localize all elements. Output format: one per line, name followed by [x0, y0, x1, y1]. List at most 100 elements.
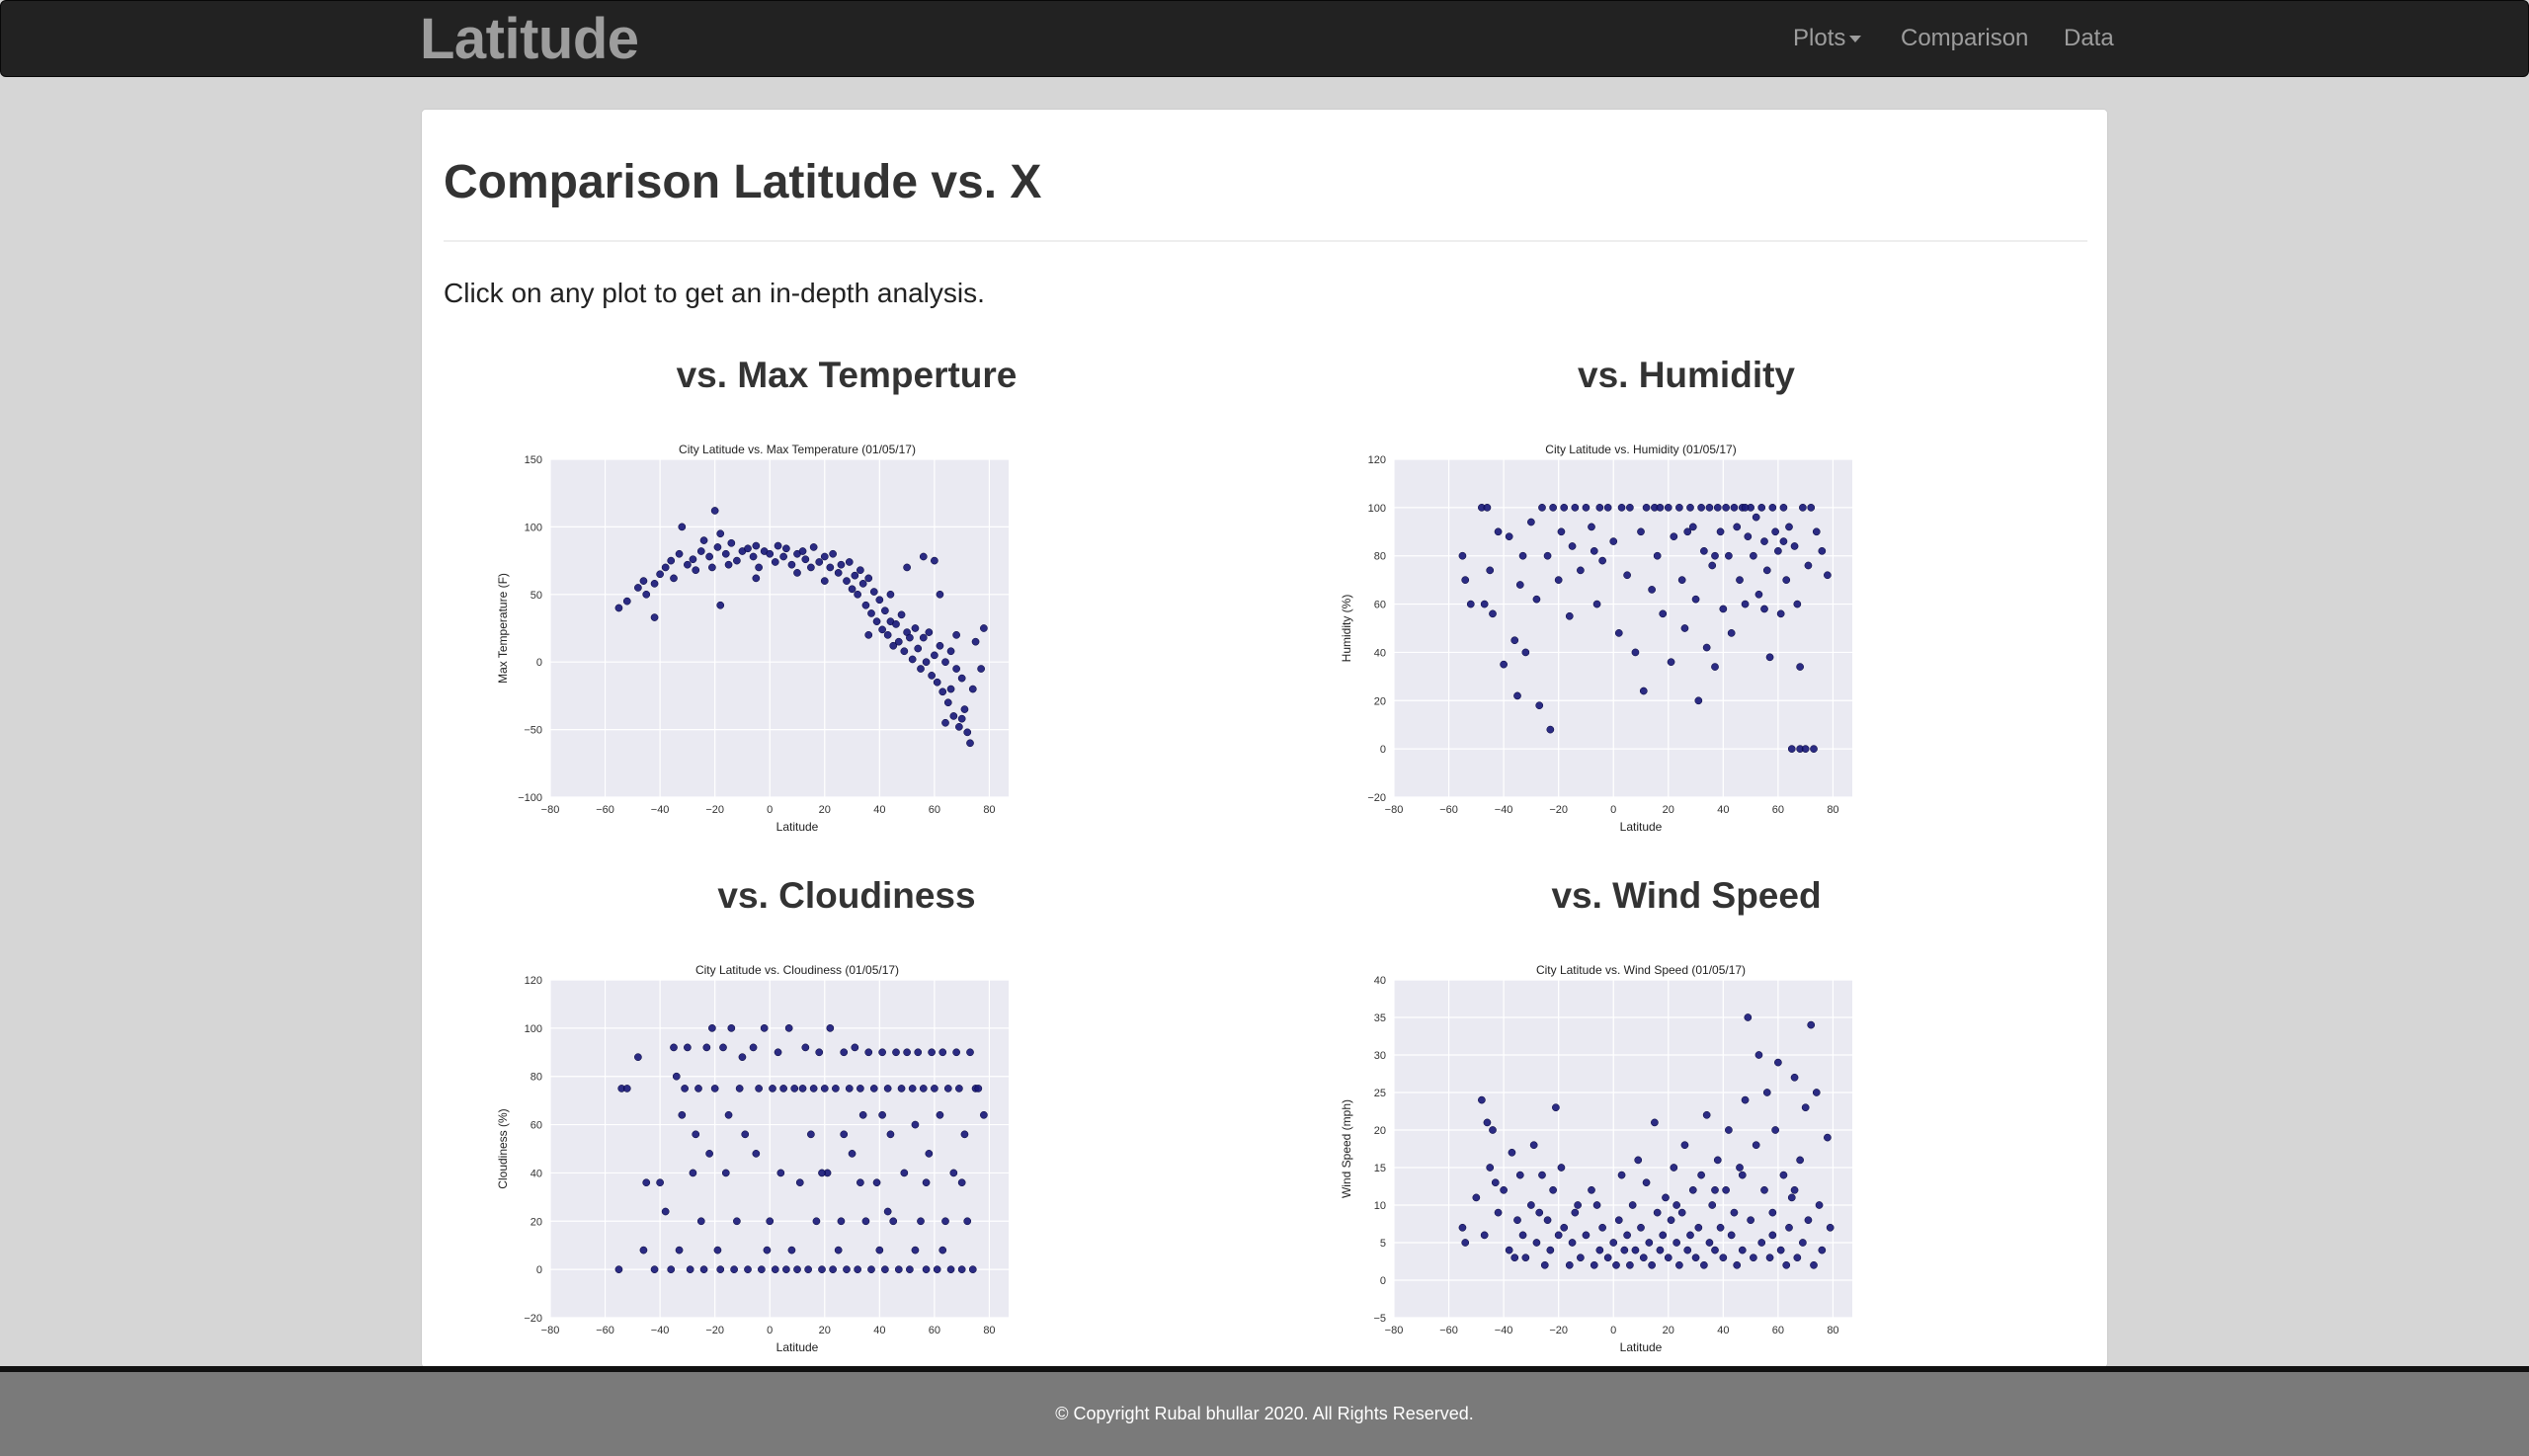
- data-point: [1779, 504, 1788, 512]
- data-point: [886, 590, 895, 599]
- data-point: [952, 1048, 960, 1057]
- data-point: [820, 1085, 829, 1092]
- chart-title: City Latitude vs. Humidity (01/05/17): [1545, 443, 1736, 456]
- data-point: [1815, 1201, 1824, 1209]
- data-point: [1741, 600, 1750, 608]
- y-tick-label: 50: [530, 590, 542, 602]
- data-point: [1521, 648, 1530, 657]
- x-tick-label: −40: [1495, 804, 1513, 816]
- x-tick-label: −60: [596, 804, 614, 816]
- data-point: [883, 1085, 892, 1092]
- data-point: [1582, 504, 1591, 512]
- plot-heading-max-temp: vs. Max Temperture: [676, 355, 1018, 395]
- chart-wind-speed[interactable]: −80−60−40−20020406080100−505101520253035…: [1299, 950, 1852, 1353]
- data-point: [911, 624, 920, 632]
- data-point: [1623, 571, 1631, 580]
- data-point: [1779, 537, 1788, 545]
- data-point: [1609, 537, 1618, 545]
- data-point: [894, 637, 903, 646]
- data-point: [938, 1246, 947, 1254]
- data-point: [1560, 1223, 1569, 1232]
- data-point: [1540, 1260, 1549, 1269]
- nav-data-link[interactable]: Data: [2064, 25, 2114, 51]
- data-point: [705, 552, 713, 561]
- chart-humidity[interactable]: −80−60−40−20020406080100−200204060801001…: [1299, 430, 1852, 833]
- y-tick-label: 120: [525, 975, 542, 987]
- data-point: [1760, 537, 1768, 545]
- data-point: [1785, 523, 1793, 531]
- data-point: [1741, 504, 1750, 512]
- data-point: [1785, 1223, 1793, 1232]
- data-point: [936, 1110, 944, 1119]
- data-point: [883, 1207, 892, 1216]
- data-point: [894, 1265, 903, 1273]
- data-point: [1672, 1239, 1680, 1247]
- data-point: [1595, 1246, 1604, 1254]
- x-tick-label: 20: [819, 1325, 831, 1336]
- data-point: [708, 1024, 716, 1032]
- data-point: [1662, 1193, 1670, 1202]
- data-point: [1779, 1171, 1788, 1179]
- data-point: [1765, 653, 1774, 662]
- data-point: [1631, 1246, 1640, 1254]
- data-point: [721, 549, 730, 558]
- nav-plots-label: Plots: [1793, 25, 1846, 51]
- data-point: [661, 563, 670, 572]
- data-point: [667, 556, 676, 565]
- data-point: [1515, 581, 1524, 589]
- data-point: [1557, 1164, 1566, 1172]
- y-axis-label: Max Temperature (F): [496, 573, 510, 684]
- data-point: [749, 552, 758, 561]
- chart-max-temperature[interactable]: −80−60−40−20020406080100−100−50050100150…: [455, 430, 1009, 833]
- data-point: [878, 1048, 886, 1057]
- x-tick-label: 0: [1610, 804, 1616, 816]
- data-point: [1760, 1185, 1768, 1194]
- data-point: [931, 556, 938, 565]
- data-point: [1505, 532, 1513, 541]
- data-point: [1588, 523, 1595, 531]
- data-point: [681, 1085, 689, 1092]
- data-point: [820, 552, 829, 561]
- data-point: [889, 1217, 898, 1226]
- x-tick-label: 20: [1663, 1325, 1674, 1336]
- data-point: [869, 1085, 878, 1092]
- scatter-plot-svg: −80−60−40−20020406080100−100−50050100150…: [496, 443, 1009, 833]
- data-point: [903, 563, 911, 572]
- brand-logo-link[interactable]: Latitude: [420, 7, 639, 71]
- y-tick-label: 40: [530, 1168, 542, 1179]
- data-point: [1466, 600, 1475, 608]
- data-point: [925, 1150, 934, 1158]
- data-point: [938, 1048, 947, 1057]
- data-point: [787, 560, 796, 569]
- plot-area: [1394, 459, 1852, 797]
- data-point: [963, 728, 972, 737]
- data-point: [837, 1217, 846, 1226]
- data-point: [1688, 1185, 1697, 1194]
- x-tick-label: 60: [1772, 804, 1784, 816]
- data-point: [724, 1110, 733, 1119]
- data-point: [858, 1110, 867, 1119]
- data-point: [1760, 605, 1768, 613]
- nav-comparison-link[interactable]: Comparison: [1901, 25, 2029, 51]
- data-point: [735, 1085, 744, 1092]
- data-point: [1768, 504, 1777, 512]
- data-point: [980, 624, 988, 632]
- nav-plots-dropdown[interactable]: Plots: [1793, 23, 1862, 54]
- data-point: [1549, 1185, 1557, 1194]
- data-point: [1667, 658, 1675, 667]
- data-point: [878, 1110, 886, 1119]
- plot-heading-humidity: vs. Humidity: [1578, 355, 1795, 395]
- data-point: [1554, 576, 1563, 584]
- data-point: [1818, 546, 1827, 555]
- data-point: [1527, 1201, 1535, 1209]
- data-point: [1824, 1133, 1832, 1142]
- data-point: [968, 1265, 977, 1273]
- data-point: [966, 1048, 974, 1057]
- data-point: [1787, 1193, 1796, 1202]
- chart-cloudiness[interactable]: −80−60−40−20020406080100−200204060801001…: [455, 950, 1009, 1353]
- data-point: [801, 1043, 810, 1052]
- data-point: [1708, 561, 1717, 570]
- x-tick-label: −80: [1385, 804, 1404, 816]
- data-point: [1565, 611, 1574, 620]
- data-point: [716, 529, 725, 538]
